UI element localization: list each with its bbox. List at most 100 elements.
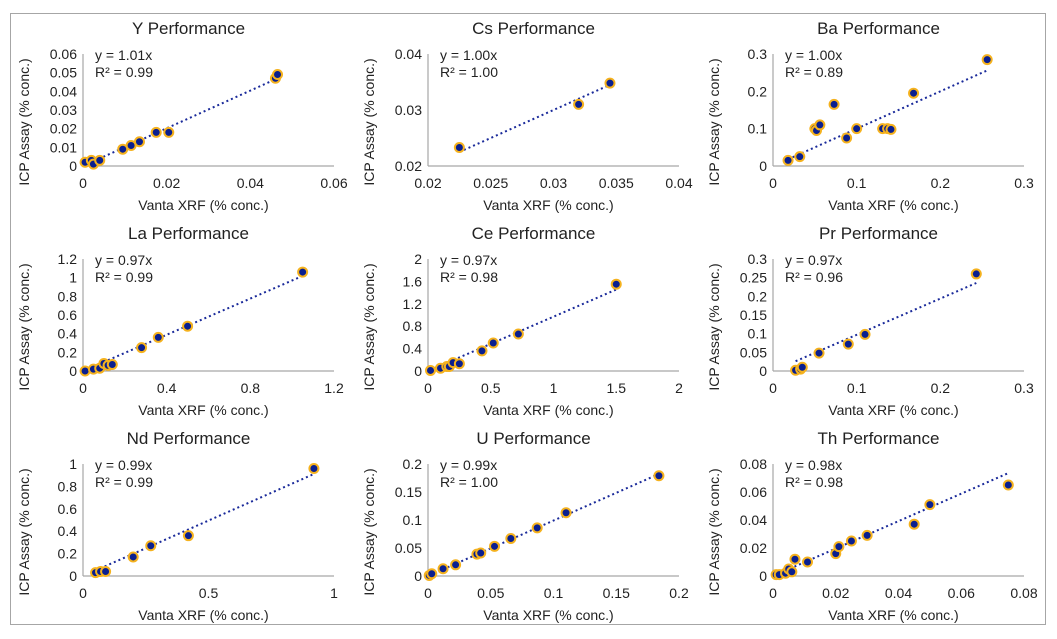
data-point [453,142,465,154]
data-point [127,551,139,563]
trendline [775,472,1009,576]
y-tick-label: 0.2 [58,344,78,360]
x-tick-label: 0 [769,175,777,191]
x-tick-label: 0.06 [320,175,347,191]
data-point [133,136,145,148]
chart-title: Cs Performance [472,19,595,38]
data-point [531,522,543,534]
data-point [851,123,863,135]
r-squared-label: R² = 1.00 [440,474,498,490]
y-tick-label: 0.05 [740,344,767,360]
y-tick-label: 0 [69,363,77,379]
data-point [842,338,854,350]
data-point [426,568,438,580]
y-tick-label: 0.25 [740,270,767,286]
y-tick-label: 0.02 [740,540,767,556]
scatter-plot: Pr Performance 0 0.05 0.1 0.15 0.2 0.25 0.3 0 0.1… [706,224,1034,418]
y-tick-label: 0.8 [403,318,423,334]
data-point [145,540,157,552]
y-tick-label: 0.4 [58,523,78,539]
y-tick-label: 1.6 [403,273,423,289]
x-axis-label: Vanta XRF (% conc.) [483,197,613,213]
x-tick-label: 0.025 [473,175,508,191]
y-tick-label: 0 [759,363,767,379]
data-point [487,337,499,349]
trendline [84,77,278,166]
data-point [308,462,320,474]
y-tick-label: 0.2 [748,288,768,304]
r-squared-label: R² = 0.99 [95,269,153,285]
trendline-equation: y = 1.00x [785,47,842,63]
data-point [505,532,517,544]
y-tick-label: 1 [69,270,77,286]
data-point [152,331,164,343]
y-tick-label: 0.05 [395,540,422,556]
data-point [833,541,845,553]
r-squared-label: R² = 0.98 [440,269,498,285]
data-point [908,87,920,99]
trendline-equation: y = 1.01x [95,47,152,63]
chart-panel-pr: Pr Performance 0 0.05 0.1 0.15 0.2 0.25 0.3 0 0.1… [701,219,1046,424]
y-tick-label: 0.02 [395,158,422,174]
trendline [430,288,617,371]
chart-title: Pr Performance [819,224,938,243]
chart-title: Ba Performance [817,19,940,38]
trendline [84,275,304,372]
y-tick-label: 0.15 [740,307,767,323]
chart-title: Ce Performance [472,224,596,243]
data-point [845,535,857,547]
y-tick-label: 0.15 [395,484,422,500]
y-tick-label: 0 [759,568,767,584]
data-point [789,553,801,565]
x-tick-label: 0 [424,585,432,601]
data-point [475,547,487,559]
y-tick-label: 0.06 [50,46,77,62]
data-point [476,345,488,357]
x-tick-label: 1.2 [324,380,344,396]
x-tick-label: 0 [769,585,777,601]
y-tick-label: 0 [414,568,422,584]
x-tick-label: 0.04 [237,175,264,191]
data-point [970,268,982,280]
scatter-plot: Cs Performance 0.02 0.03 0.04 0.02 0.025 0.03 0… [361,19,693,213]
y-tick-label: 0.2 [58,546,78,562]
y-tick-label: 0.8 [58,478,78,494]
r-squared-label: R² = 0.96 [785,269,843,285]
data-point [512,328,524,340]
x-tick-label: 0.06 [948,585,975,601]
y-tick-label: 0.3 [748,251,768,267]
x-axis-label: Vanta XRF (% conc.) [138,402,268,418]
data-point [885,123,897,135]
x-tick-label: 0 [424,380,432,396]
chart-title: Nd Performance [127,429,251,448]
data-point [841,132,853,144]
chart-grid: Y Performance 0 0.01 0.02 0.03 0.04 0.05 0.06 0 0… [10,13,1046,625]
x-tick-label: 0.2 [931,175,951,191]
y-axis-label: ICP Assay (% conc.) [361,263,377,390]
y-tick-label: 0.04 [50,83,77,99]
r-squared-label: R² = 0.98 [785,474,843,490]
x-tick-label: 0.3 [1014,380,1034,396]
chart-panel-y: Y Performance 0 0.01 0.02 0.03 0.04 0.05 0.06 0 0… [11,14,356,219]
data-point [100,566,112,578]
x-axis-label: Vanta XRF (% conc.) [483,607,613,623]
scatter-plot: Th Performance 0 0.02 0.04 0.06 0.08 0 0.02 0.04… [706,429,1038,623]
x-tick-label: 0.2 [931,380,951,396]
trendline-equation: y = 0.99x [95,457,152,473]
y-tick-label: 0 [69,158,77,174]
scatter-plot: Y Performance 0 0.01 0.02 0.03 0.04 0.05 0.06 0 0… [16,19,348,213]
y-tick-label: 0.01 [50,139,77,155]
data-point [1002,479,1014,491]
data-point [828,98,840,110]
data-point [106,358,118,370]
trendline-equation: y = 0.98x [785,457,842,473]
data-point [604,77,616,89]
trendline [428,473,660,577]
x-tick-label: 1 [550,380,558,396]
data-point [813,347,825,359]
data-point [182,530,194,542]
x-tick-label: 0 [79,380,87,396]
x-tick-label: 0 [79,585,87,601]
x-tick-label: 0 [769,380,777,396]
data-point [653,470,665,482]
